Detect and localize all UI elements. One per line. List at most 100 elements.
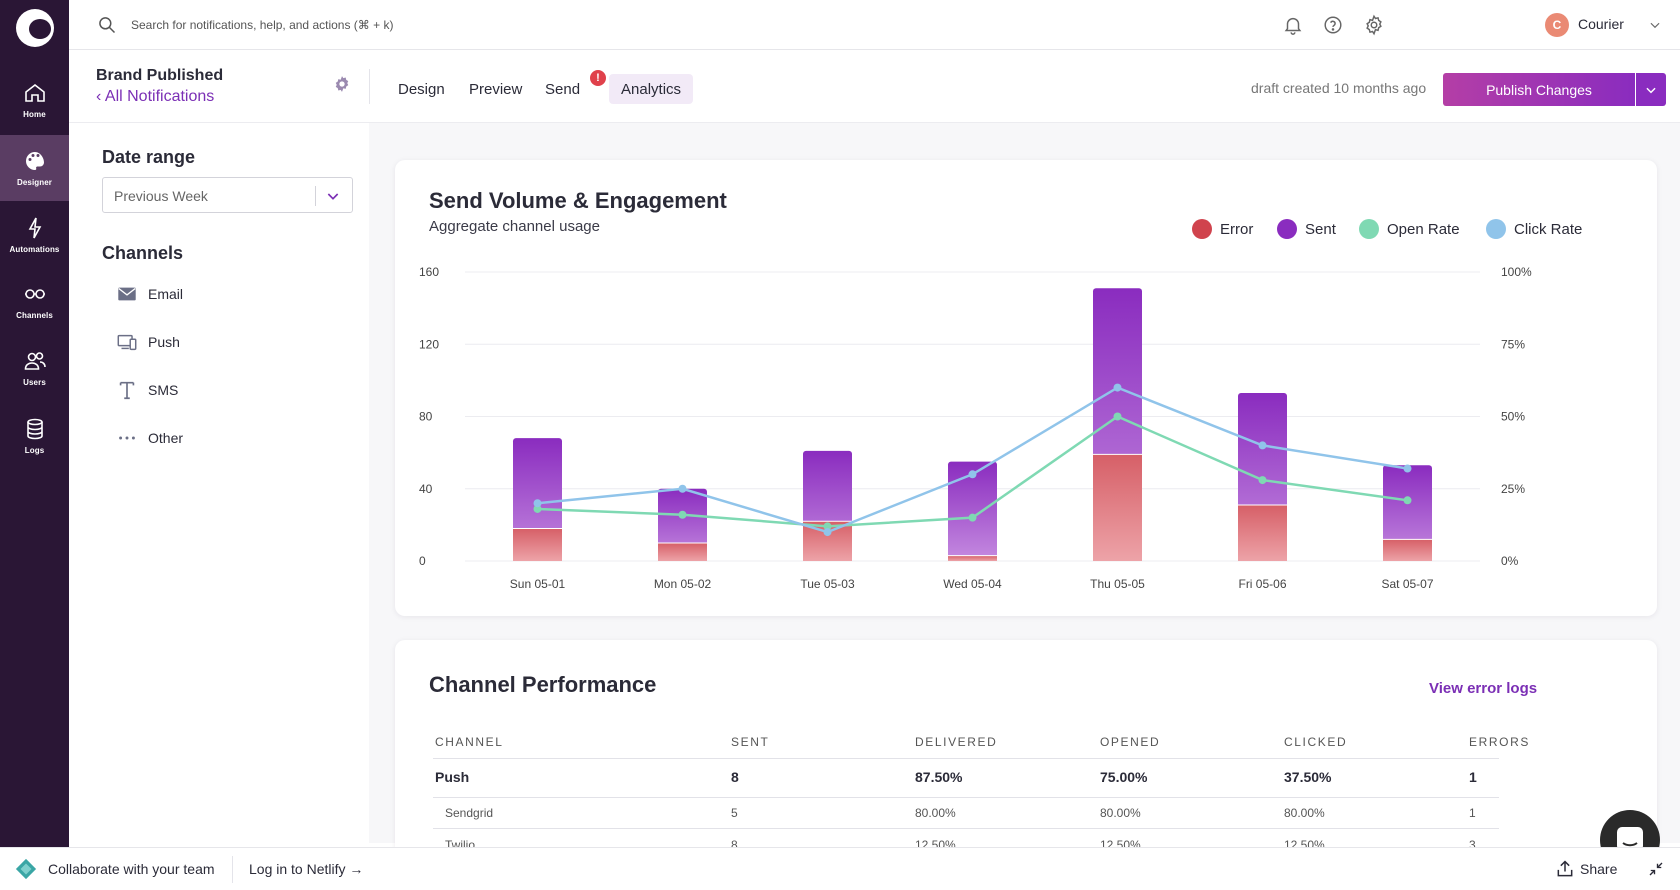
- point-open-rate: [1113, 412, 1122, 421]
- engagement-card-subtitle: Aggregate channel usage: [429, 218, 600, 235]
- users-icon: [24, 352, 46, 370]
- table-cell: 80.00%: [915, 806, 956, 820]
- bar-sent: [948, 461, 997, 561]
- x-tick-label: Tue 05-03: [800, 577, 855, 591]
- table-cell: 3: [1469, 838, 1476, 852]
- share-button[interactable]: Share: [1580, 861, 1618, 877]
- chevron-down-icon[interactable]: [1648, 18, 1662, 32]
- nav-item-channels[interactable]: Channels: [0, 268, 69, 334]
- x-tick-label: Thu 05-05: [1090, 577, 1145, 591]
- point-click-rate: [1258, 441, 1267, 450]
- collapse-icon[interactable]: [1647, 860, 1665, 878]
- org-avatar[interactable]: C: [1545, 13, 1569, 37]
- bar-error: [1383, 539, 1432, 561]
- nav-item-home[interactable]: Home: [0, 67, 69, 133]
- legend-open-rate[interactable]: Open Rate: [1359, 219, 1460, 239]
- point-click-rate: [1113, 383, 1122, 392]
- chat-icon: [1617, 827, 1643, 851]
- point-click-rate: [533, 499, 542, 508]
- point-open-rate: [533, 504, 542, 513]
- notification-header: Brand Published ‹ All Notifications Desi…: [69, 50, 1680, 123]
- devices-icon: [117, 334, 137, 351]
- legend-click-rate[interactable]: Click Rate: [1486, 219, 1582, 239]
- y-tick-left: 0: [419, 554, 426, 568]
- notification-settings-icon[interactable]: [332, 74, 352, 94]
- left-navigation: Home Designer Automations Channels Users…: [0, 0, 69, 890]
- channel-label: Push: [148, 334, 180, 350]
- divider: [433, 828, 1499, 829]
- y-tick-left: 120: [419, 337, 439, 351]
- envelope-icon: [118, 287, 136, 301]
- x-tick-label: Wed 05-04: [943, 577, 1002, 591]
- view-error-logs-link[interactable]: View error logs: [1429, 680, 1538, 697]
- engagement-chart: 0 40 80 120 160 0% 25% 50% 75% 100% Sun 05-01 Mon 0…: [419, 265, 1532, 591]
- publish-changes-button[interactable]: Publish Changes: [1443, 73, 1635, 106]
- tab-preview[interactable]: Preview: [469, 80, 523, 98]
- legend-swatch: [1192, 219, 1212, 239]
- divider: [315, 186, 316, 206]
- legend-error[interactable]: Error: [1192, 219, 1253, 239]
- x-tick-label: Fri 05-06: [1238, 577, 1286, 591]
- search-input[interactable]: [131, 13, 531, 37]
- palette-icon: [25, 152, 44, 170]
- y-tick-right: 50%: [1501, 410, 1525, 424]
- channel-filter-sms[interactable]: SMS: [116, 379, 178, 401]
- x-tick-label: Mon 05-02: [654, 577, 712, 591]
- y-tick-right: 100%: [1501, 265, 1532, 279]
- all-notifications-link[interactable]: ‹ All Notifications: [96, 88, 215, 105]
- home-icon: [24, 83, 45, 102]
- publish-options-button[interactable]: [1636, 73, 1666, 106]
- table-cell: 80.00%: [1100, 806, 1141, 820]
- nav-label: Logs: [24, 446, 45, 455]
- bell-icon[interactable]: [1282, 14, 1304, 36]
- table-cell: 37.50%: [1284, 769, 1332, 785]
- table-cell: 8: [731, 769, 739, 785]
- nav-item-automations[interactable]: Automations: [0, 202, 69, 268]
- nav-item-designer[interactable]: Designer: [0, 135, 69, 201]
- table-cell: 1: [1469, 769, 1477, 785]
- engagement-card-title: Send Volume & Engagement: [429, 188, 727, 213]
- date-range-select[interactable]: Previous Week: [102, 177, 353, 213]
- share-icon: [1557, 860, 1573, 877]
- chevron-down-icon: [1646, 87, 1656, 93]
- tab-analytics[interactable]: Analytics: [609, 74, 694, 104]
- bar-sent: [1383, 465, 1432, 561]
- divider: [369, 69, 370, 104]
- tab-send[interactable]: Send: [545, 80, 581, 98]
- nav-item-users[interactable]: Users: [0, 335, 69, 401]
- legend-label: Click Rate: [1514, 220, 1583, 238]
- legend-label: Sent: [1305, 220, 1336, 238]
- column-header-delivered[interactable]: DELIVERED: [915, 735, 998, 749]
- channel-label: SMS: [148, 382, 179, 398]
- legend-sent[interactable]: Sent: [1277, 219, 1336, 239]
- legend-swatch: [1359, 219, 1379, 239]
- channel-filter-push[interactable]: Push: [116, 331, 180, 353]
- settings-gear-icon[interactable]: [1363, 14, 1385, 36]
- column-header-clicked[interactable]: CLICKED: [1284, 735, 1348, 749]
- draft-status: draft created 10 months ago: [1251, 80, 1427, 96]
- courier-logo[interactable]: [0, 0, 69, 56]
- column-header-errors[interactable]: ERRORS: [1469, 735, 1530, 749]
- lightning-icon: [28, 217, 41, 239]
- chevron-down-icon: [327, 193, 339, 200]
- bar-error: [658, 542, 707, 561]
- tab-design[interactable]: Design: [398, 80, 445, 98]
- column-header-sent[interactable]: SENT: [731, 735, 770, 749]
- point-open-rate: [1258, 476, 1267, 485]
- nav-item-logs[interactable]: Logs: [0, 403, 69, 469]
- point-open-rate: [678, 510, 687, 519]
- divider: [433, 797, 1499, 798]
- channel-filter-other[interactable]: Other: [116, 427, 183, 449]
- org-name[interactable]: Courier: [1578, 16, 1624, 32]
- bar-error: [513, 528, 562, 561]
- help-icon[interactable]: [1322, 14, 1344, 36]
- filters-panel: Date range Previous Week Channels Email …: [69, 123, 369, 843]
- channel-label: Other: [148, 430, 184, 446]
- column-header-opened[interactable]: OPENED: [1100, 735, 1161, 749]
- collaborate-link[interactable]: Collaborate with your team: [48, 861, 215, 877]
- legend-label: Error: [1220, 220, 1254, 238]
- channel-filter-email[interactable]: Email: [116, 283, 183, 305]
- column-header-channel[interactable]: CHANNEL: [435, 735, 504, 749]
- netlify-login-link[interactable]: Log in to Netlify →: [249, 861, 364, 877]
